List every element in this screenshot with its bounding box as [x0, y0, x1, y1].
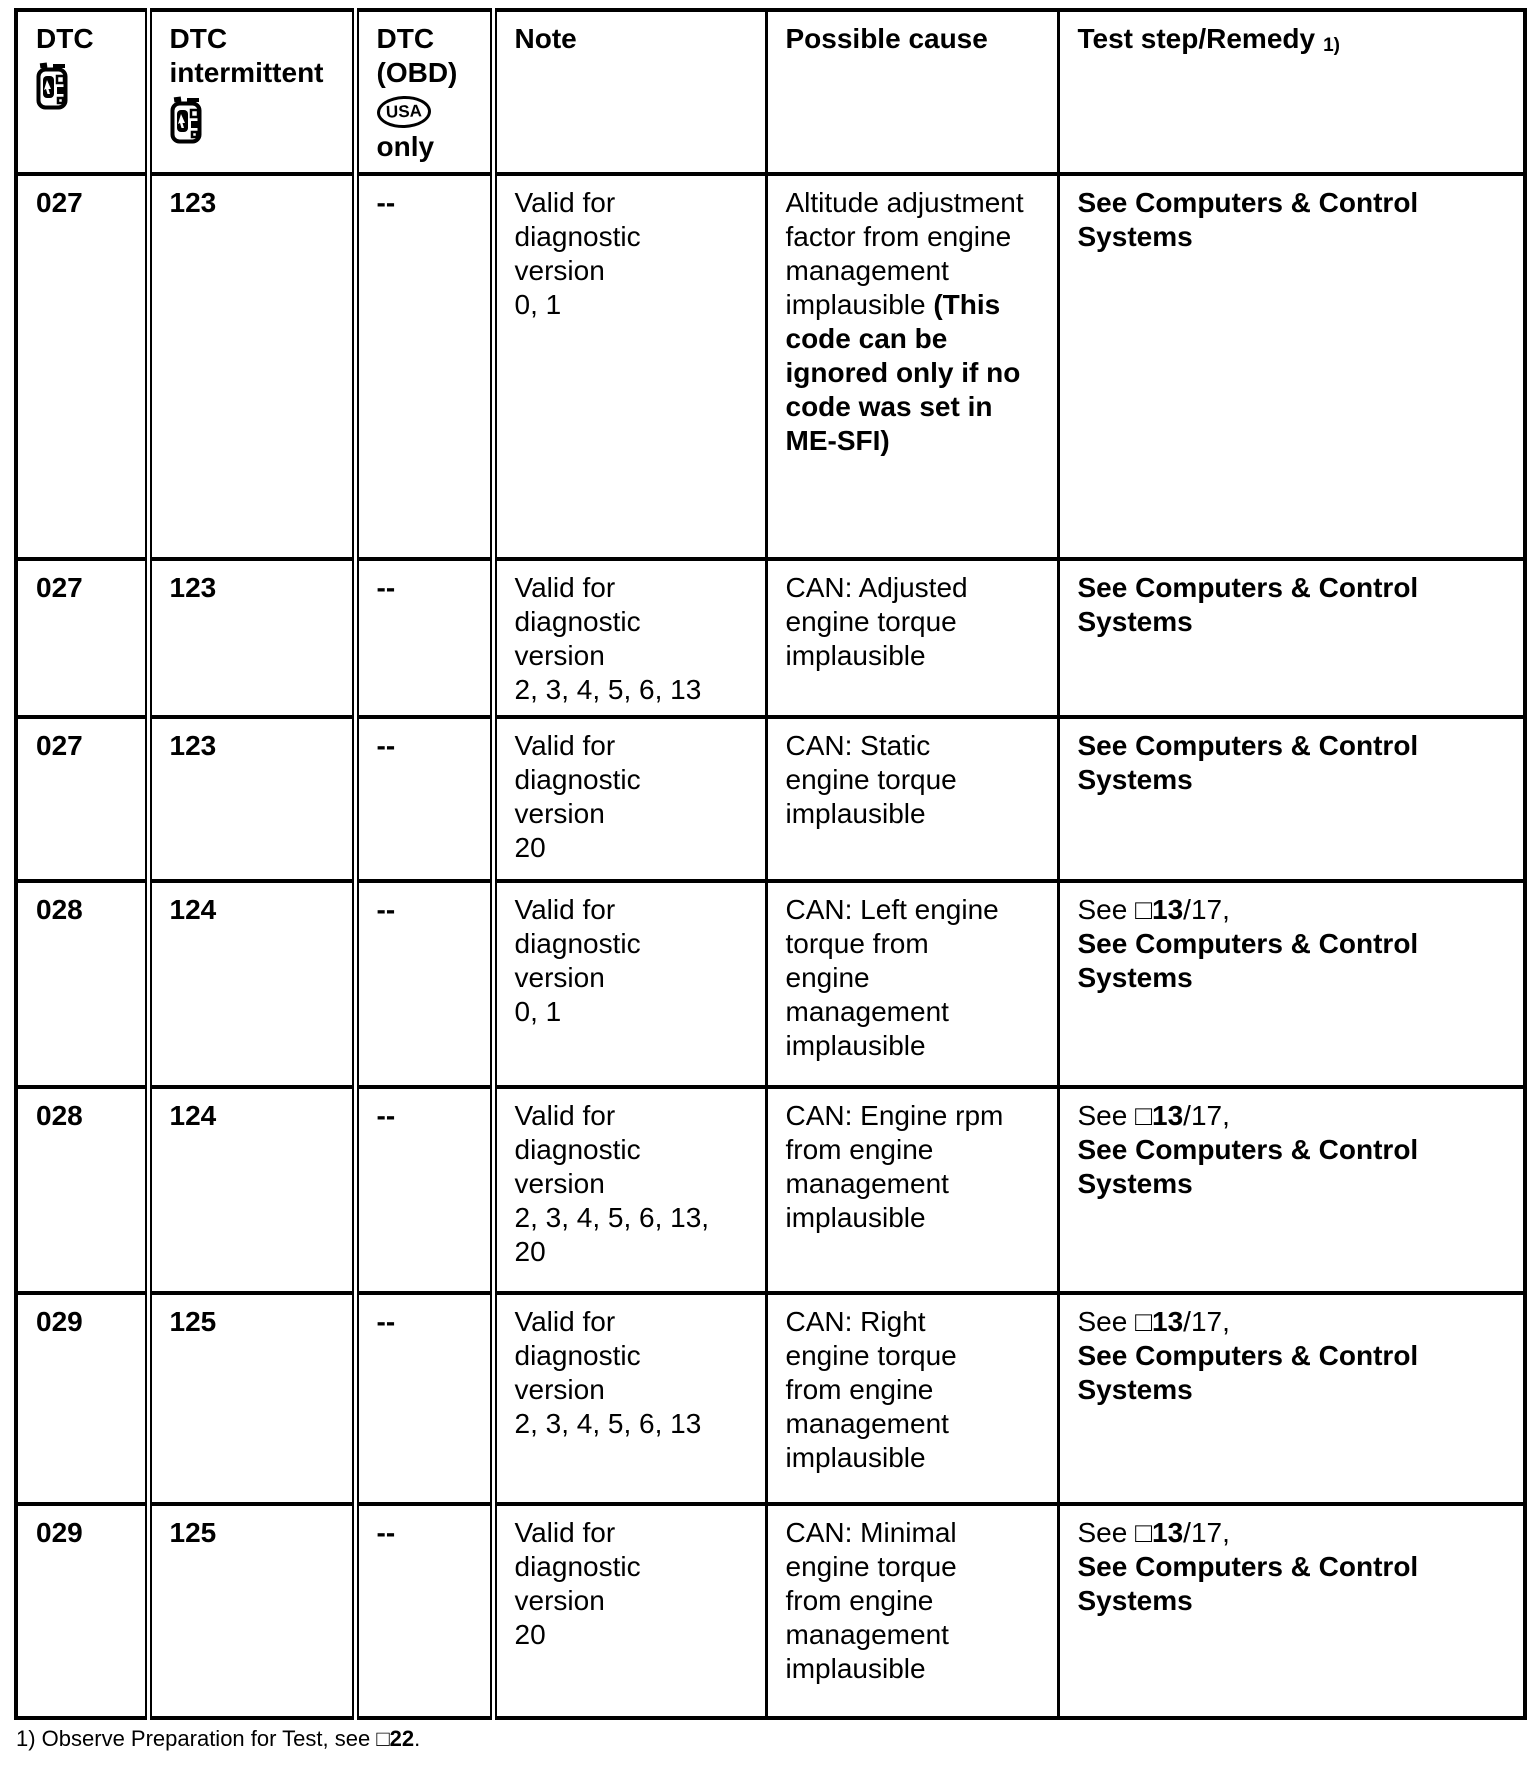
dtc-obd-cell: -- — [351, 1085, 493, 1293]
remedy-cell: See Computers & Control Systems — [1056, 557, 1525, 717]
dtc-cell: 027 — [16, 715, 148, 881]
header-obd-only-label: only — [376, 131, 435, 162]
remedy-cell: See □13/17, See Computers & Control Syste… — [1056, 879, 1525, 1087]
dtc-intermittent-cell: 125 — [144, 1291, 355, 1504]
header-remedy: Test step/Remedy 1) — [1056, 10, 1525, 174]
dtc-cell: 028 — [16, 1085, 148, 1293]
note-cell: Valid for diagnostic version 20 — [489, 715, 766, 881]
note-cell: Valid for diagnostic version 0, 1 — [489, 879, 766, 1087]
table-row: 027 123 -- Valid for diagnostic version … — [16, 715, 1525, 881]
dtc-table: DTC DTC intermittent — [14, 8, 1527, 1720]
header-note-label: Note — [514, 23, 577, 54]
note-cell: Valid for diagnostic version 2, 3, 4, 5,… — [489, 1085, 766, 1293]
possible-cause-cell: CAN: Left engine torque from engine mana… — [764, 879, 1058, 1087]
dtc-obd-cell: -- — [351, 879, 493, 1087]
remedy-cell: See Computers & Control Systems — [1056, 172, 1525, 559]
dtc-intermittent-cell: 125 — [144, 1502, 355, 1718]
footnote: 1) Observe Preparation for Test, see □22… — [16, 1726, 421, 1751]
dtc-intermittent-cell: 123 — [144, 715, 355, 881]
header-possible-cause-label: Possible cause — [785, 23, 988, 54]
table-row: 028 124 -- Valid for diagnostic version … — [16, 879, 1525, 1087]
note-cell: Valid for diagnostic version 20 — [489, 1502, 766, 1718]
table-row: 028 124 -- Valid for diagnostic version … — [16, 1085, 1525, 1293]
header-note: Note — [489, 10, 766, 174]
dtc-cell: 029 — [16, 1502, 148, 1718]
dtc-intermittent-cell: 124 — [144, 879, 355, 1087]
header-dtc-obd: DTC (OBD) USA only — [351, 10, 493, 174]
dtc-cell: 027 — [16, 557, 148, 717]
header-dtc-intermittent: DTC intermittent — [144, 10, 355, 174]
possible-cause-cell: CAN: Engine rpm from engine management i… — [764, 1085, 1058, 1293]
dtc-obd-cell: -- — [351, 1291, 493, 1504]
possible-cause-cell: CAN: Adjusted engine torque implausible — [764, 557, 1058, 717]
remedy-cell: See □13/17, See Computers & Control Syste… — [1056, 1502, 1525, 1718]
header-row: DTC DTC intermittent — [16, 10, 1525, 174]
possible-cause-cell: Altitude adjustment factor from engine m… — [764, 172, 1058, 559]
dtc-intermittent-cell: 123 — [144, 557, 355, 717]
dtc-intermittent-cell: 123 — [144, 172, 355, 559]
remedy-cell: See □13/17, See Computers & Control Syste… — [1056, 1085, 1525, 1293]
dtc-obd-cell: -- — [351, 715, 493, 881]
remedy-cell: See Computers & Control Systems — [1056, 715, 1525, 881]
footnote-ref-marker: 1) — [1323, 35, 1340, 56]
remedy-cell: See □13/17, See Computers & Control Syste… — [1056, 1291, 1525, 1504]
handheld-tester-icon — [170, 96, 201, 144]
header-remedy-label: Test step/Remedy — [1077, 23, 1316, 54]
dtc-cell: 029 — [16, 1291, 148, 1504]
possible-cause-cell: CAN: Static engine torque implausible — [764, 715, 1058, 881]
handheld-tester-icon — [36, 62, 68, 110]
dtc-obd-cell: -- — [351, 172, 493, 559]
header-dtc-obd-label: DTC (OBD) — [376, 23, 458, 88]
dtc-cell: 028 — [16, 879, 148, 1087]
header-dtc-label: DTC — [36, 23, 94, 54]
possible-cause-cell: CAN: Minimal engine torque from engine m… — [764, 1502, 1058, 1718]
table-row: 027 123 -- Valid for diagnostic version … — [16, 557, 1525, 717]
dtc-obd-cell: -- — [351, 557, 493, 717]
dtc-cell: 027 — [16, 172, 148, 559]
table-row: 029 125 -- Valid for diagnostic version … — [16, 1502, 1525, 1718]
table-row: 029 125 -- Valid for diagnostic version … — [16, 1291, 1525, 1504]
dtc-obd-cell: -- — [351, 1502, 493, 1718]
note-cell: Valid for diagnostic version 2, 3, 4, 5,… — [489, 1291, 766, 1504]
header-dtc-intermittent-label: DTC intermittent — [169, 23, 324, 88]
usa-badge: USA — [375, 95, 431, 129]
dtc-intermittent-cell: 124 — [144, 1085, 355, 1293]
possible-cause-cell: CAN: Right engine torque from engine man… — [764, 1291, 1058, 1504]
table-row: 027 123 -- Valid for diagnostic version … — [16, 172, 1525, 559]
note-cell: Valid for diagnostic version 0, 1 — [489, 172, 766, 559]
header-dtc: DTC — [16, 10, 148, 174]
header-possible-cause: Possible cause — [764, 10, 1058, 174]
note-cell: Valid for diagnostic version 2, 3, 4, 5,… — [489, 557, 766, 717]
